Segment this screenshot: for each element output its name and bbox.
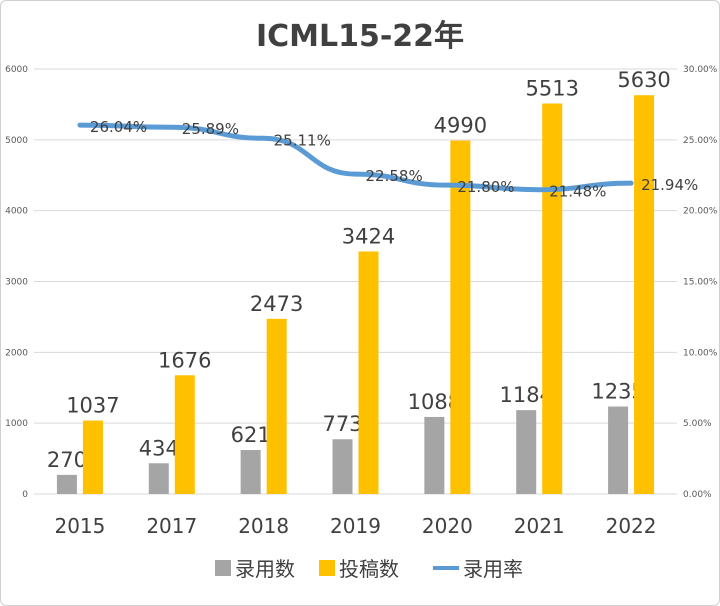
submitted-bar xyxy=(634,95,655,494)
x-axis-tick: 2019 xyxy=(330,514,381,538)
left-axis-tick: 3000 xyxy=(5,278,28,288)
chart-title: ICML15-22年 xyxy=(256,19,464,54)
submitted-label: 2473 xyxy=(250,292,303,316)
rate-label: 21.94% xyxy=(641,176,698,194)
left-axis-tick: 2000 xyxy=(5,348,28,358)
x-axis-tick: 2022 xyxy=(606,514,657,538)
x-axis-tick: 2015 xyxy=(54,514,105,538)
right-axis-tick: 30.00% xyxy=(683,65,718,75)
right-axis-tick: 5.00% xyxy=(683,419,712,429)
submitted-label: 5630 xyxy=(617,68,670,92)
submitted-label: 1037 xyxy=(66,394,119,418)
submitted-label: 3424 xyxy=(342,224,395,248)
submitted-label: 4990 xyxy=(434,114,487,138)
left-axis-tick: 4000 xyxy=(5,207,28,217)
submitted-bar xyxy=(358,251,379,494)
right-axis-tick: 20.00% xyxy=(683,207,718,217)
accepted-bar xyxy=(332,439,353,494)
rate-label: 26.04% xyxy=(90,118,147,136)
x-axis-tick: 2021 xyxy=(514,514,565,538)
rate-label: 21.48% xyxy=(549,183,606,201)
accepted-bar xyxy=(240,450,261,494)
accepted-bar xyxy=(424,416,445,494)
accepted-bar xyxy=(148,463,169,494)
x-axis-tick: 2018 xyxy=(238,514,289,538)
x-axis-tick: 2017 xyxy=(146,514,197,538)
accepted-bar xyxy=(516,410,537,494)
submitted-bar xyxy=(174,375,195,494)
submitted-bar xyxy=(542,103,563,494)
legend-label: 录用率 xyxy=(463,557,523,581)
x-axis-tick: 2020 xyxy=(422,514,473,538)
right-axis-tick: 15.00% xyxy=(683,278,718,288)
left-axis-tick: 1000 xyxy=(5,419,28,429)
legend-label: 投稿数 xyxy=(339,557,399,581)
legend-swatch-submitted xyxy=(319,560,335,576)
legend-swatch-accepted xyxy=(215,560,231,576)
accepted-label: 621 xyxy=(231,423,271,447)
rate-line xyxy=(77,122,634,193)
right-axis-tick: 10.00% xyxy=(683,348,718,358)
submitted-label: 1676 xyxy=(158,348,211,372)
left-axis-tick: 6000 xyxy=(5,65,28,75)
submitted-bar xyxy=(450,140,471,494)
rate-label: 25.89% xyxy=(182,120,239,138)
rate-label: 25.11% xyxy=(274,131,331,149)
left-axis-tick: 5000 xyxy=(5,136,28,146)
rate-label: 22.58% xyxy=(366,167,423,185)
submitted-bar xyxy=(82,420,103,494)
accepted-bar xyxy=(56,474,77,494)
accepted-label: 773 xyxy=(322,412,362,436)
right-axis-tick: 25.00% xyxy=(683,136,718,146)
accepted-label: 434 xyxy=(139,436,179,460)
accepted-label: 270 xyxy=(47,448,87,472)
submitted-bar xyxy=(266,318,287,494)
left-axis-tick: 0 xyxy=(22,490,28,500)
right-axis-tick: 0.00% xyxy=(683,490,712,500)
submitted-label: 5513 xyxy=(525,76,578,100)
accepted-bar xyxy=(608,406,629,494)
legend-label: 录用数 xyxy=(235,557,295,581)
rate-label: 21.80% xyxy=(457,178,514,196)
